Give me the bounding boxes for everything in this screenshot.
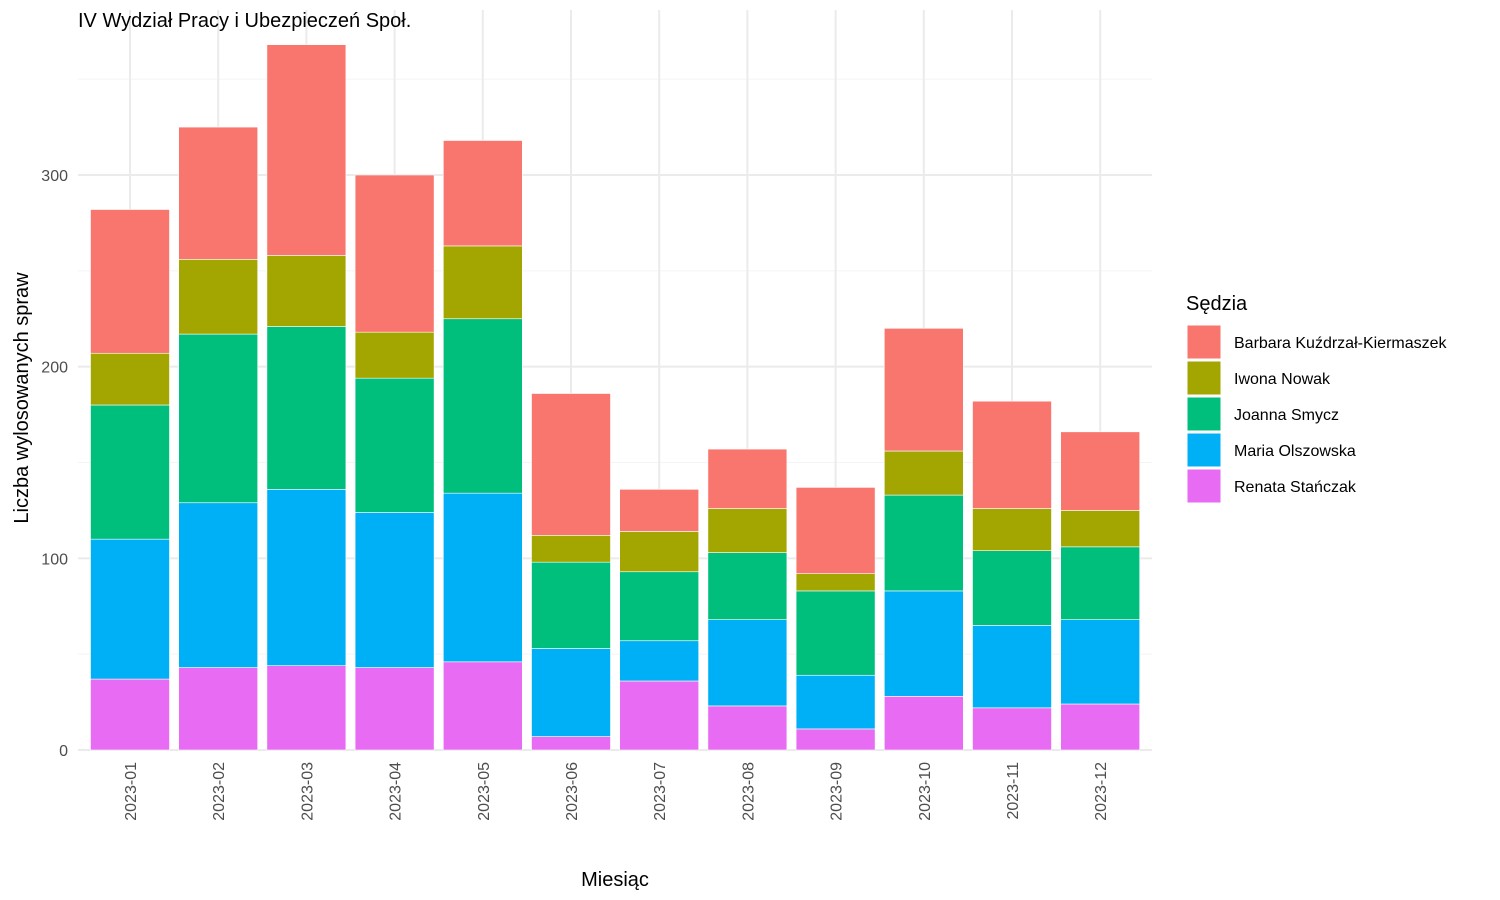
- bar-segment: [1060, 431, 1140, 511]
- bar-segment: [531, 648, 611, 737]
- x-tick-label: 2023-03: [299, 762, 316, 821]
- bar-segment: [442, 661, 523, 751]
- bar-segment: [1060, 546, 1140, 620]
- bar-segment: [707, 705, 788, 751]
- x-tick-label: 2023-12: [1093, 762, 1110, 821]
- bar-segment: [707, 448, 788, 509]
- bar-segment: [531, 535, 611, 563]
- legend-label: Renata Stańczak: [1234, 479, 1357, 496]
- bar-segment: [972, 707, 1052, 751]
- bar-segment: [354, 377, 435, 513]
- bar-segment: [707, 552, 788, 620]
- legend-swatch: [1186, 468, 1222, 504]
- bar-segment: [619, 531, 700, 573]
- bar-segment: [619, 640, 700, 682]
- legend-label: Maria Olszowska: [1234, 443, 1356, 460]
- bar-segment: [531, 561, 611, 649]
- bar-segment: [266, 326, 347, 490]
- legend-swatch: [1186, 396, 1222, 432]
- chart-title: IV Wydział Pracy i Ubezpieczeń Społ.: [78, 10, 411, 32]
- bar-segment: [883, 450, 964, 496]
- bar-segment: [90, 209, 170, 354]
- bar-segment: [795, 674, 876, 730]
- bar-segment: [795, 573, 876, 592]
- x-axis-ticks: 2023-01 2023-02 2023-03 2023-04 2023-05 2023-…: [123, 762, 1110, 821]
- bar-segment: [531, 393, 611, 536]
- legend-title: Sędzia: [1186, 293, 1248, 315]
- bar-segment: [178, 333, 258, 504]
- bar-segment: [266, 489, 347, 666]
- bar-segment: [883, 696, 964, 751]
- bar-segment: [1060, 510, 1140, 548]
- x-tick-label: 2023-07: [652, 762, 669, 821]
- y-axis-title: Liczba wylosowanych spraw: [11, 272, 33, 524]
- y-tick-label: 300: [41, 168, 68, 185]
- y-tick-label: 200: [41, 360, 68, 377]
- x-tick-label: 2023-08: [740, 762, 757, 821]
- bar-segment: [442, 245, 523, 320]
- bar-segment: [442, 492, 523, 663]
- bar-segment: [178, 259, 258, 335]
- bar-segment: [90, 404, 170, 540]
- bar-segment: [707, 619, 788, 707]
- bar-segment: [354, 174, 435, 333]
- bar-segment: [266, 44, 347, 256]
- bars: [90, 44, 1140, 751]
- bar-segment: [266, 665, 347, 751]
- bar-segment: [795, 728, 876, 751]
- bar-segment: [972, 550, 1052, 626]
- bar-segment: [972, 625, 1052, 709]
- bar-segment: [619, 489, 700, 532]
- x-tick-label: 2023-04: [388, 762, 405, 821]
- x-tick-label: 2023-09: [829, 762, 846, 821]
- bar-segment: [178, 502, 258, 668]
- bar-segment: [178, 667, 258, 751]
- bar-segment: [178, 126, 258, 260]
- bar-segment: [354, 512, 435, 668]
- bar-segment: [442, 318, 523, 494]
- x-tick-label: 2023-10: [917, 762, 934, 821]
- bar-segment: [1060, 703, 1140, 751]
- bar-segment: [972, 400, 1052, 509]
- bar-segment: [883, 328, 964, 452]
- bar-segment: [619, 680, 700, 751]
- y-tick-label: 100: [41, 551, 68, 568]
- bar-segment: [90, 678, 170, 751]
- legend-label: Joanna Smycz: [1234, 407, 1339, 424]
- legend-swatch: [1186, 432, 1222, 468]
- bar-segment: [90, 538, 170, 680]
- bar-segment: [531, 736, 611, 751]
- legend-items: Barbara Kuźdrzał-Kiermaszek Iwona Nowak Jo…: [1186, 324, 1448, 504]
- x-tick-label: 2023-05: [476, 762, 493, 821]
- bar-segment: [266, 255, 347, 327]
- x-tick-label: 2023-06: [564, 762, 581, 821]
- bar-segment: [619, 571, 700, 642]
- bar-segment: [354, 331, 435, 379]
- bar-segment: [1060, 619, 1140, 705]
- legend-label: Barbara Kuźdrzał-Kiermaszek: [1234, 335, 1448, 352]
- legend-swatch: [1186, 324, 1222, 360]
- bar-segment: [795, 590, 876, 676]
- x-tick-label: 2023-11: [1005, 762, 1022, 820]
- bar-segment: [442, 140, 523, 247]
- y-tick-label: 0: [59, 743, 68, 760]
- legend-swatch: [1186, 360, 1222, 396]
- bar-segment: [883, 590, 964, 697]
- x-axis-title: Miesiąc: [581, 869, 649, 891]
- x-tick-label: 2023-02: [211, 762, 228, 821]
- y-axis-ticks: 0 100 200 300: [41, 168, 68, 760]
- bar-segment: [354, 667, 435, 751]
- bar-segment: [795, 487, 876, 574]
- bar-segment: [972, 508, 1052, 551]
- bar-segment: [883, 494, 964, 592]
- legend: Sędzia Barbara Kuźdrzał-Kiermaszek Iwona …: [1186, 293, 1448, 504]
- x-tick-label: 2023-01: [123, 762, 140, 821]
- legend-label: Iwona Nowak: [1234, 371, 1331, 388]
- bar-segment: [707, 508, 788, 553]
- bar-segment: [90, 352, 170, 406]
